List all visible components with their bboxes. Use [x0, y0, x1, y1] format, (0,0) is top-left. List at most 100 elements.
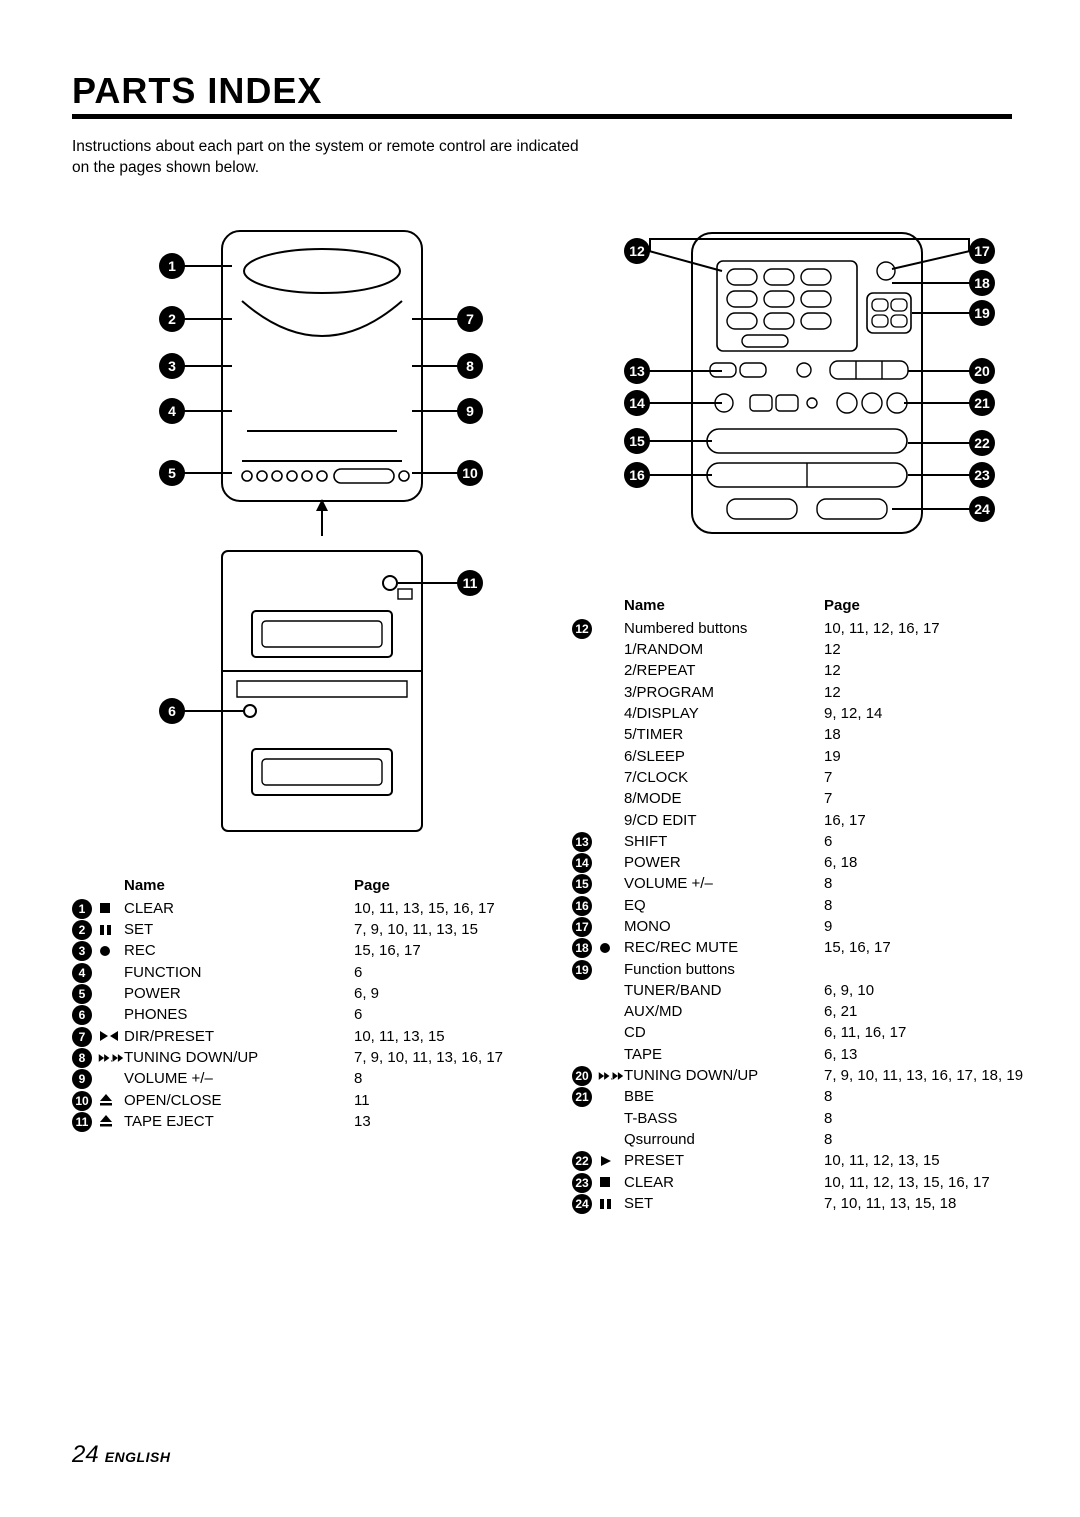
svg-text:23: 23: [974, 467, 990, 483]
index-row: 8/MODE7: [572, 788, 1042, 809]
intro-text: Instructions about each part on the syst…: [72, 137, 592, 179]
item-symbol-icon: [598, 852, 624, 873]
svg-text:16: 16: [629, 467, 645, 483]
item-name: T-BASS: [572, 1108, 824, 1129]
item-number: 4: [72, 962, 98, 983]
item-name: 5/TIMER: [572, 724, 824, 745]
item-symbol-icon: [598, 895, 624, 916]
item-name: DIR/PRESET: [124, 1026, 354, 1047]
item-number: 15: [572, 873, 598, 894]
svg-text:9: 9: [466, 403, 474, 419]
index-row: 3/PROGRAM12: [572, 682, 1042, 703]
index-row: 22PRESET10, 11, 12, 13, 15: [572, 1150, 1042, 1171]
index-row: 7/CLOCK7: [572, 767, 1042, 788]
item-pages: 11: [354, 1090, 512, 1111]
item-name: TUNING DOWN/UP: [124, 1047, 354, 1068]
item-pages: 6: [354, 1004, 512, 1025]
item-name: TUNER/BAND: [572, 980, 824, 1001]
svg-text:10: 10: [462, 465, 478, 481]
index-row: Qsurround8: [572, 1129, 1042, 1150]
item-name: AUX/MD: [572, 1001, 824, 1022]
item-pages: 12: [824, 660, 1042, 681]
item-name: SHIFT: [624, 831, 824, 852]
item-pages: 6: [824, 831, 1042, 852]
left-table-header: Name Page: [72, 877, 512, 894]
item-pages: 10, 11, 13, 15: [354, 1026, 512, 1047]
index-row: 13 SHIFT6: [572, 831, 1042, 852]
item-pages: 8: [824, 1129, 1042, 1150]
item-pages: 8: [824, 895, 1042, 916]
item-symbol-icon: [98, 919, 124, 940]
svg-text:18: 18: [974, 275, 990, 291]
item-pages: 12: [824, 682, 1042, 703]
item-name: 4/DISPLAY: [572, 703, 824, 724]
item-symbol-icon: [598, 916, 624, 937]
index-row: 16 EQ8: [572, 895, 1042, 916]
item-name: SET: [124, 919, 354, 940]
item-number: 17: [572, 916, 598, 937]
svg-text:7: 7: [466, 311, 474, 327]
item-pages: 8: [824, 873, 1042, 894]
item-pages: 9: [824, 916, 1042, 937]
item-pages: 6, 9: [354, 983, 512, 1004]
index-row: 9/CD EDIT16, 17: [572, 810, 1042, 831]
index-row: TUNER/BAND6, 9, 10: [572, 980, 1042, 1001]
item-number: 5: [72, 983, 98, 1004]
item-name: POWER: [624, 852, 824, 873]
item-pages: 9, 12, 14: [824, 703, 1042, 724]
item-pages: 7, 9, 10, 11, 13, 15: [354, 919, 512, 940]
index-row: AUX/MD6, 21: [572, 1001, 1042, 1022]
item-number: 3: [72, 940, 98, 961]
svg-text:3: 3: [168, 358, 176, 374]
item-symbol-icon: [598, 1172, 624, 1193]
svg-text:24: 24: [974, 501, 990, 517]
item-name: TUNING DOWN/UP: [624, 1065, 824, 1086]
index-row: 8,TUNING DOWN/UP7, 9, 10, 11, 13, 16, 17: [72, 1047, 512, 1068]
item-number: 23: [572, 1172, 598, 1193]
svg-text:22: 22: [974, 435, 990, 451]
index-row: 15 VOLUME +/–8: [572, 873, 1042, 894]
svg-text:,: ,: [610, 1072, 612, 1081]
left-table: 1CLEAR10, 11, 13, 15, 16, 172SET7, 9, 10…: [72, 898, 512, 1132]
item-name: TAPE EJECT: [124, 1111, 354, 1132]
item-number: 11: [72, 1111, 98, 1132]
item-name: Function buttons: [624, 959, 824, 980]
index-row: 4/DISPLAY9, 12, 14: [572, 703, 1042, 724]
item-number: 1: [72, 898, 98, 919]
item-number: 22: [572, 1150, 598, 1171]
index-row: 20,TUNING DOWN/UP7, 9, 10, 11, 13, 16, 1…: [572, 1065, 1042, 1086]
item-symbol-icon: [98, 1068, 124, 1089]
item-symbol-icon: [98, 962, 124, 983]
item-number: 16: [572, 895, 598, 916]
page-footer: 24 ENGLISH: [72, 1441, 170, 1469]
item-name: POWER: [124, 983, 354, 1004]
item-pages: 8: [354, 1068, 512, 1089]
item-name: FUNCTION: [124, 962, 354, 983]
item-name: EQ: [624, 895, 824, 916]
svg-text:,: ,: [110, 1054, 112, 1063]
item-name: 7/CLOCK: [572, 767, 824, 788]
right-table: 12Numbered buttons10, 11, 12, 16, 171/RA…: [572, 618, 1042, 1214]
item-name: Numbered buttons: [624, 618, 824, 639]
item-symbol-icon: [98, 898, 124, 919]
index-row: 19 Function buttons: [572, 959, 1042, 980]
svg-text:17: 17: [974, 243, 990, 259]
item-symbol-icon: [98, 983, 124, 1004]
item-pages: 13: [354, 1111, 512, 1132]
item-name: VOLUME +/–: [624, 873, 824, 894]
item-name: 8/MODE: [572, 788, 824, 809]
item-symbol-icon: [598, 1193, 624, 1214]
item-name: 9/CD EDIT: [572, 810, 824, 831]
item-pages: 6, 9, 10: [824, 980, 1042, 1001]
item-name: 6/SLEEP: [572, 746, 824, 767]
index-row: 18REC/REC MUTE15, 16, 17: [572, 937, 1042, 958]
item-pages: 7, 9, 10, 11, 13, 16, 17, 18, 19: [824, 1065, 1042, 1086]
item-name: VOLUME +/–: [124, 1068, 354, 1089]
item-symbol-icon: [598, 959, 624, 980]
index-row: CD6, 11, 16, 17: [572, 1022, 1042, 1043]
item-number: 13: [572, 831, 598, 852]
item-number: 7: [72, 1026, 98, 1047]
item-pages: 15, 16, 17: [354, 940, 512, 961]
item-number: 19: [572, 959, 598, 980]
svg-text:19: 19: [974, 305, 990, 321]
